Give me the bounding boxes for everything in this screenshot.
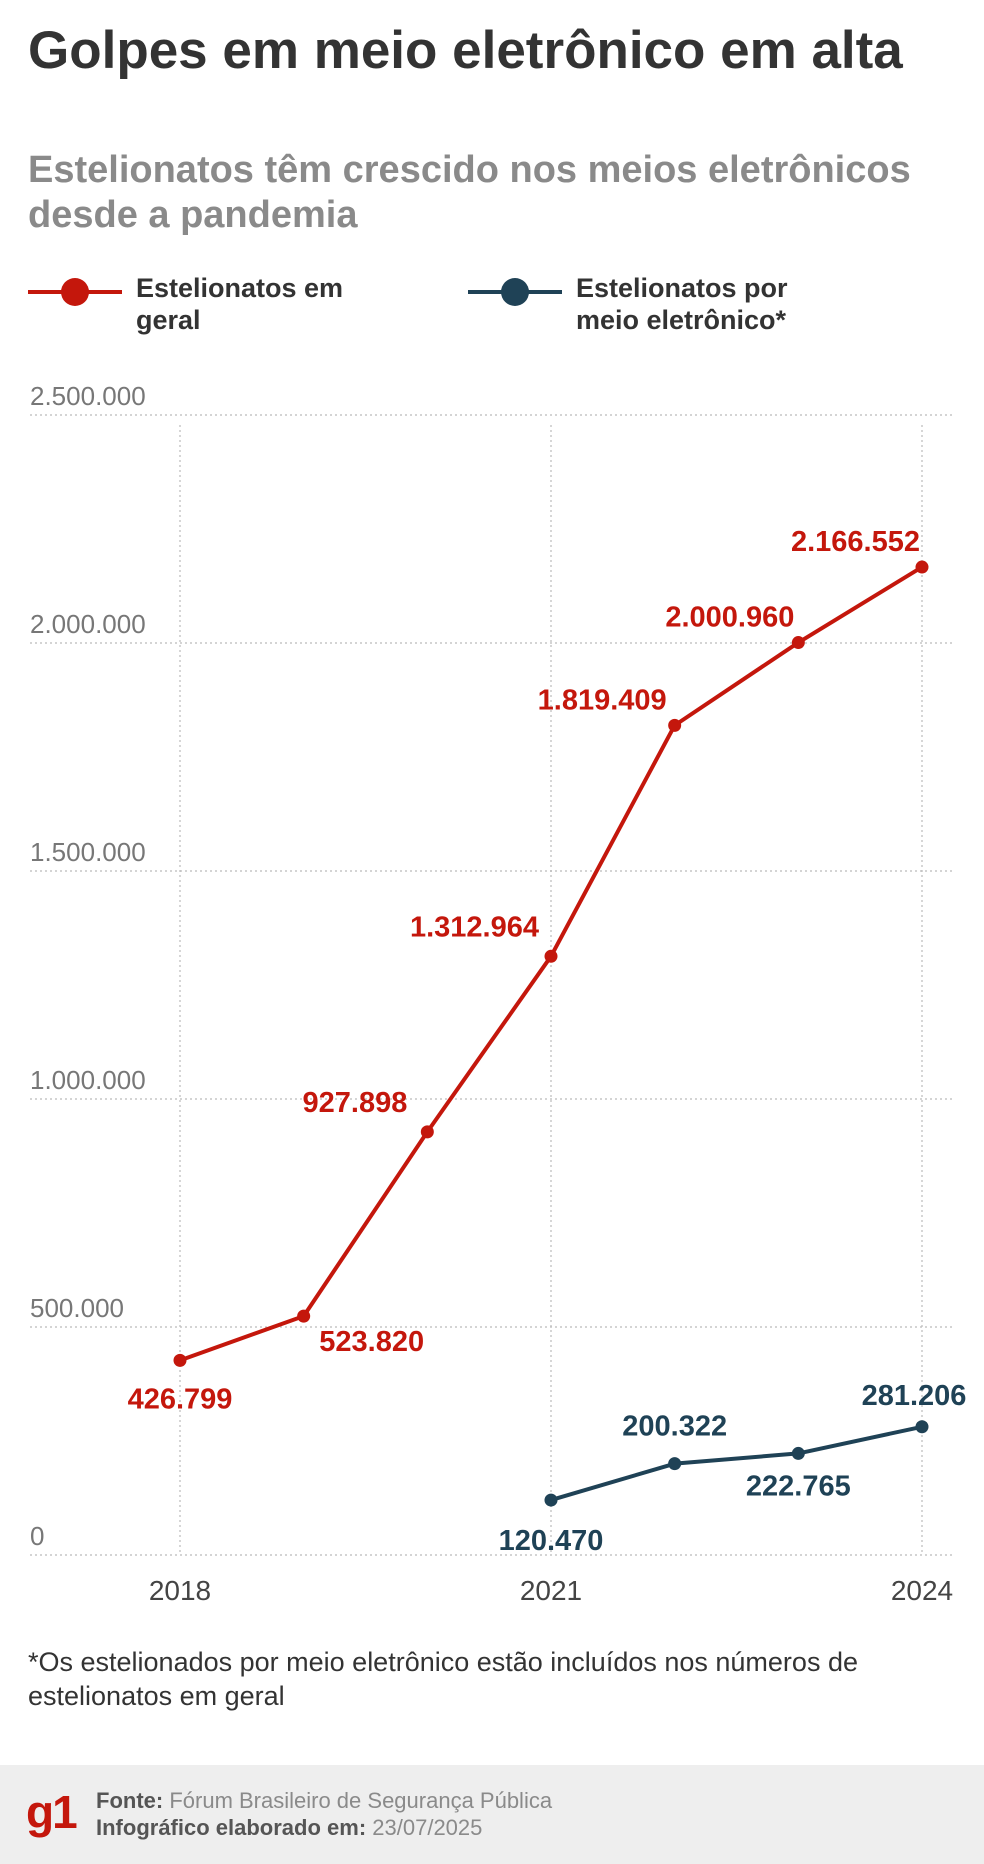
legend-swatch-general	[28, 278, 122, 306]
legend: Estelionatos em geral Estelionatos por m…	[28, 272, 948, 342]
date-label: Infográfico elaborado em:	[96, 1815, 367, 1840]
y-tick-label: 1.500.000	[30, 837, 146, 867]
y-tick-label: 2.000.000	[30, 609, 146, 639]
data-point-general	[668, 718, 682, 732]
data-label-electronic: 281.206	[862, 1380, 967, 1412]
chart-subtitle: Estelionatos têm crescido nos meios elet…	[28, 149, 911, 236]
source-value: Fórum Brasileiro de Segurança Pública	[169, 1788, 553, 1813]
data-point-general	[544, 949, 558, 963]
data-point-general	[173, 1353, 187, 1367]
x-tick-label: 2021	[520, 1575, 582, 1606]
data-point-general	[420, 1125, 434, 1139]
data-label-general: 2.000.960	[665, 602, 794, 634]
data-point-electronic	[791, 1446, 805, 1460]
data-point-electronic	[915, 1420, 929, 1434]
data-label-general: 1.312.964	[410, 911, 539, 943]
chart-title: Golpes em meio eletrônico em alta	[28, 21, 903, 80]
source-label: Fonte:	[96, 1788, 164, 1813]
source-line: Fonte: Fórum Brasileiro de Segurança Púb…	[96, 1788, 552, 1814]
data-label-general: 1.819.409	[538, 684, 667, 716]
data-label-general: 426.799	[128, 1383, 233, 1415]
data-point-general	[915, 560, 929, 574]
date-value: 23/07/2025	[372, 1815, 483, 1840]
date-line: Infográfico elaborado em: 23/07/2025	[96, 1815, 482, 1841]
legend-swatch-electronic	[468, 278, 562, 306]
data-label-electronic: 120.470	[499, 1525, 604, 1557]
y-tick-label: 1.000.000	[30, 1065, 146, 1095]
series-line-electronic	[550, 1424, 923, 1502]
data-label-electronic: 222.765	[746, 1470, 851, 1502]
line-chart: 0 500.000 1.000.000 1.500.000 2.000.000 2.500…	[30, 381, 967, 1606]
g1-logo: g1	[26, 1786, 78, 1838]
x-tick-label: 2024	[891, 1575, 953, 1606]
data-point-electronic	[544, 1493, 558, 1507]
x-tick-label: 2018	[149, 1575, 211, 1606]
data-point-general	[297, 1309, 311, 1323]
y-tick-label: 0	[30, 1521, 44, 1551]
legend-marker-electronic	[501, 278, 529, 306]
footer: g1 Fonte: Fórum Brasileiro de Segurança …	[0, 1765, 984, 1864]
legend-marker-general	[61, 278, 89, 306]
data-point-electronic	[668, 1457, 682, 1471]
data-label-general: 2.166.552	[791, 526, 920, 558]
data-label-general: 523.820	[319, 1326, 424, 1358]
legend-label-electronic: Estelionatos por meio eletrônico*	[576, 273, 788, 335]
data-label-electronic: 200.322	[622, 1411, 727, 1443]
y-tick-label: 2.500.000	[30, 381, 146, 411]
y-tick-label: 500.000	[30, 1293, 124, 1323]
legend-label-general: Estelionatos em geral	[136, 273, 344, 335]
footnote: *Os estelionados por meio eletrônico est…	[28, 1647, 858, 1711]
data-label-general: 927.898	[303, 1087, 408, 1119]
data-point-general	[791, 636, 805, 650]
